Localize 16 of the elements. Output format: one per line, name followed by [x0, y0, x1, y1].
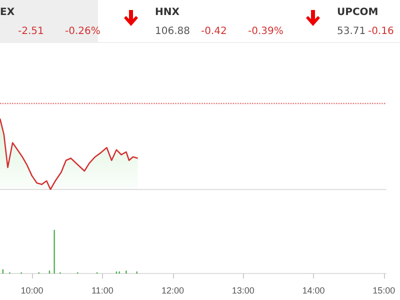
x-tick-label: 14:00	[302, 286, 325, 296]
text: -2.51	[18, 26, 44, 37]
text: HNX	[155, 7, 180, 18]
text: UPCOM	[337, 7, 378, 18]
x-tick-label: 10:00	[20, 286, 44, 296]
x-tick-label: 15:00	[372, 286, 396, 296]
text: 53.71	[337, 26, 366, 37]
text: -0.16	[368, 26, 394, 37]
text: -0.39%	[248, 26, 284, 37]
text: -0.26%	[65, 26, 100, 37]
text: 106.88	[155, 26, 190, 37]
x-tick-label: 13:00	[232, 286, 254, 296]
text: EX	[0, 7, 15, 18]
text: -0.42	[201, 26, 227, 37]
x-tick-label: 11:00	[91, 286, 114, 296]
x-tick-label: 12:00	[162, 286, 184, 296]
